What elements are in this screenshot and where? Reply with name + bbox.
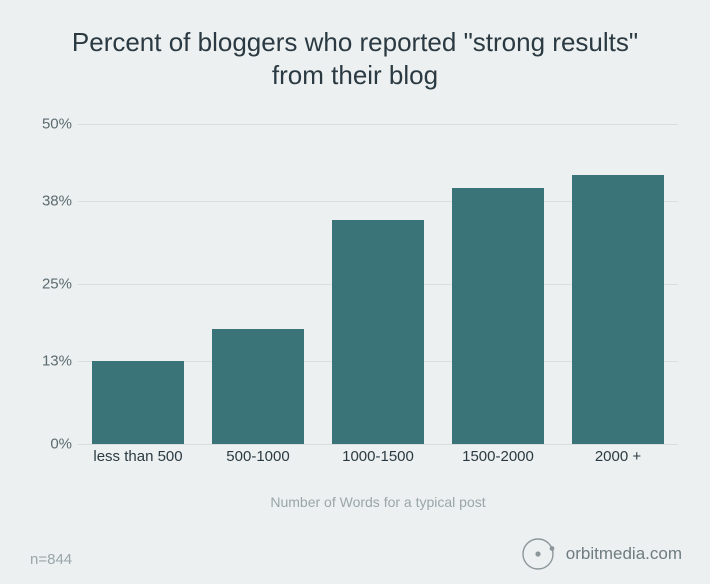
brand-attribution: orbitmedia.com: [520, 536, 682, 572]
bar-slot: [78, 124, 198, 444]
chart-title: Percent of bloggers who reported "strong…: [0, 0, 710, 101]
bar-slot: [558, 124, 678, 444]
x-tick-label: 1000-1500: [318, 448, 438, 466]
y-tick-label: 38%: [28, 192, 72, 209]
orbit-logo-icon: [520, 536, 556, 572]
bar-slot: [438, 124, 558, 444]
bars-container: [78, 124, 678, 444]
gridline: [78, 444, 678, 445]
x-tick-label: 2000 +: [558, 448, 678, 466]
y-tick-label: 0%: [28, 436, 72, 453]
x-tick-label: 1500-2000: [438, 448, 558, 466]
chart-footer: n=844 orbitmedia.com: [0, 532, 710, 572]
x-tick-label: less than 500: [78, 448, 198, 466]
bar-slot: [318, 124, 438, 444]
bar: [452, 188, 543, 444]
bar: [332, 220, 423, 444]
bar: [92, 361, 183, 444]
brand-text: orbitmedia.com: [566, 544, 682, 564]
y-tick-label: 50%: [28, 116, 72, 133]
chart-plot-area: 0%13%25%38%50%: [78, 124, 678, 444]
y-tick-label: 13%: [28, 352, 72, 369]
x-axis-labels: less than 500500-10001000-15001500-20002…: [78, 448, 678, 466]
bar: [572, 175, 663, 444]
y-tick-label: 25%: [28, 276, 72, 293]
x-tick-label: 500-1000: [198, 448, 318, 466]
bar-slot: [198, 124, 318, 444]
bar: [212, 329, 303, 444]
x-axis-title: Number of Words for a typical post: [78, 494, 678, 510]
sample-size-label: n=844: [30, 551, 72, 568]
